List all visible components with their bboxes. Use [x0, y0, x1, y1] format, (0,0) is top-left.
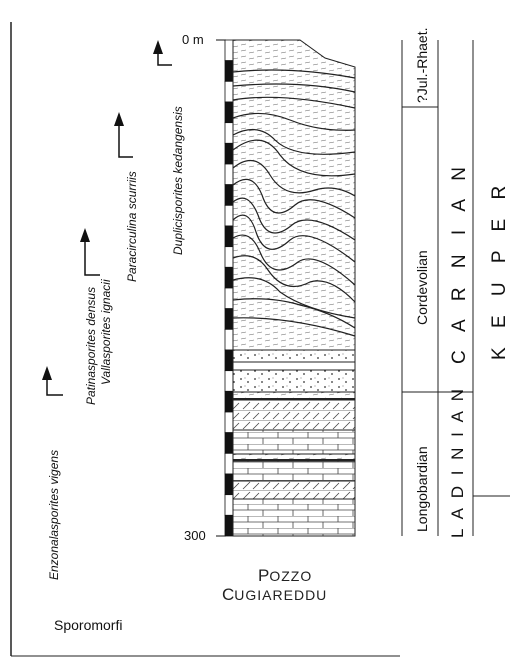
caption-sporomorfi: Sporomorfi	[54, 617, 122, 633]
chronostratigraphic-column	[401, 40, 510, 536]
scale-bar-segment	[224, 39, 234, 62]
scale-bar-segment	[224, 266, 234, 289]
range-arrow-paracirculina	[114, 112, 133, 158]
well-title-line-2: CUGIAREDDU	[222, 585, 327, 604]
substage-label-longobardian: Longobardian	[414, 446, 430, 532]
depth-label-top: 0 m	[182, 32, 204, 47]
substage-label-jul-rhaet: ?Jul.-Rhaet.	[414, 28, 430, 103]
substage-label-cordevolian: Cordevolian	[414, 250, 430, 325]
taxon-label-patinasporites: Patinasporites densus	[84, 287, 98, 405]
scale-bar-segment	[224, 370, 234, 392]
scale-bar-segment	[224, 101, 234, 124]
scale-bar-segment	[224, 80, 234, 103]
scale-bar-segment	[224, 246, 234, 268]
taxon-label-enzonalasporites: Enzonalasporites vigens	[47, 450, 61, 580]
taxon-label-paracirculina: Paracirculina scurriis	[125, 171, 139, 282]
scale-bar-segment	[224, 308, 234, 330]
scale-bar-segment	[224, 349, 234, 372]
scale-bar-segment	[224, 122, 234, 144]
scale-bar-segment	[224, 514, 234, 537]
scale-bar-segment	[224, 328, 234, 351]
scale-bar-segment	[224, 60, 234, 82]
scale-bar-segment	[224, 432, 234, 454]
scale-bar-segment	[224, 494, 234, 516]
scale-bar-segment	[224, 411, 234, 434]
range-arrow-patinasporites	[80, 228, 100, 276]
depth-label-bottom: 300	[184, 528, 206, 543]
range-arrow-duplicisporites	[153, 40, 172, 66]
scale-bar-segment	[224, 142, 234, 165]
well-title-line-1: POZZO	[258, 566, 312, 585]
taxon-label-duplicisporites: Duplicisporites kedangensis	[171, 106, 185, 255]
scale-bar-segment	[224, 163, 234, 186]
stage-label-carnian: C A R N I A N	[449, 160, 470, 364]
stage-label-ladinian: L A D I N I A N	[448, 386, 467, 538]
lithologic-column	[232, 39, 356, 537]
scale-bar-segment	[224, 287, 234, 310]
depth-scale-bar	[224, 39, 234, 537]
scale-bar-segment	[224, 473, 234, 496]
range-arrow-enzonalasporites	[42, 366, 63, 396]
group-label-keuper: K E U P E R	[489, 179, 510, 360]
scale-bar-segment	[224, 184, 234, 206]
scale-bar-segment	[224, 452, 234, 475]
taxon-label-vallasporites: Vallasporites ignacii	[99, 279, 113, 385]
scale-bar-segment	[224, 390, 234, 413]
scale-bar-segment	[224, 225, 234, 248]
scale-bar-segment	[224, 204, 234, 227]
